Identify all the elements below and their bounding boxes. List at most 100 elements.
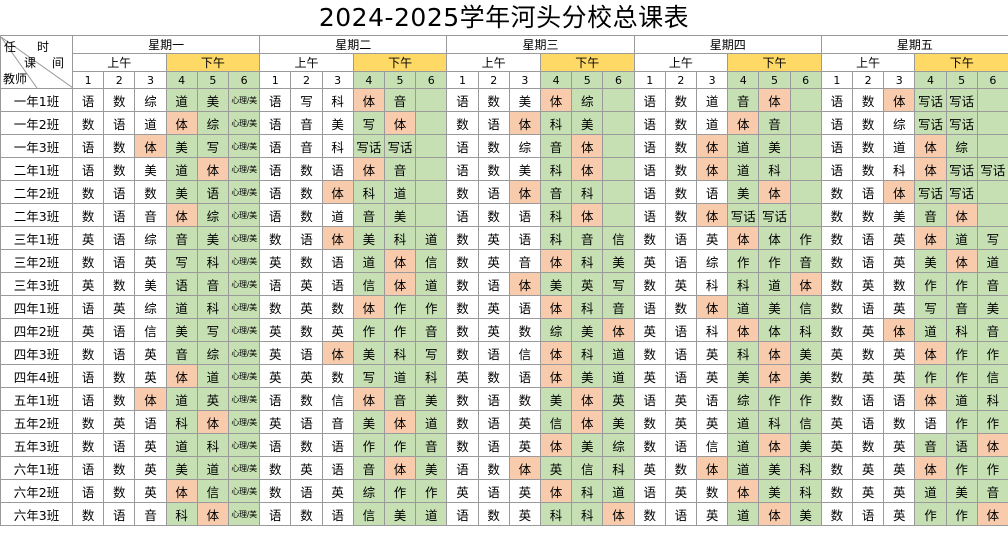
lesson-cell: 科 [695,272,729,296]
lesson-cell: 道 [134,111,167,135]
class-name: 六年2班 [0,479,73,503]
lesson-cell: 科 [945,318,978,342]
lesson-cell: 音 [758,111,791,135]
lesson-cell [602,134,635,158]
am-header: 上午 [633,53,729,72]
lesson-cell: 音 [383,387,417,411]
lesson-cell: 数 [259,226,292,250]
lesson-cell: 英 [633,249,666,273]
lesson-cell: 语 [477,410,510,434]
lesson-cell: 综 [134,226,167,250]
lesson-cell: 作 [415,295,448,319]
lesson-cell: 英 [851,272,885,296]
lesson-cell: 语 [851,502,885,526]
lesson-cell: 英 [508,502,541,526]
period-number: 3 [508,71,541,89]
class-name: 五年1班 [0,387,73,411]
class-name: 四年2班 [0,318,73,342]
lesson-cell: 道 [914,479,947,503]
lesson-cell: 数 [71,433,105,457]
lesson-cell: 数 [446,295,479,319]
lesson-cell: 语 [477,433,510,457]
lesson-cell: 道 [165,157,198,181]
table-row: 三年1班英语综音美心理/美数语体美科道数英语科音信数语英体体作数语英体道写 [0,226,1008,250]
lesson-cell: 体 [758,502,791,526]
lesson-cell: 美 [165,456,198,480]
lesson-cell: 作 [789,226,822,250]
lesson-cell: 语 [103,341,136,365]
lesson-cell: 英 [134,456,167,480]
lesson-cell: 音 [539,180,573,204]
lesson-cell: 语 [165,272,198,296]
lesson-cell: 体 [508,456,541,480]
lesson-cell: 科 [321,134,354,158]
lesson-cell: 体 [758,88,791,112]
period-number: 4 [539,71,573,89]
lesson-cell: 语 [851,295,885,319]
lesson-cell: 美 [571,111,604,135]
lesson-cell: 英 [321,479,354,503]
lesson-cell: 道 [602,364,635,388]
lesson-cell: 英 [633,456,666,480]
lesson-cell: 语 [664,226,697,250]
lesson-cell [415,88,448,112]
lesson-cell: 语 [259,88,292,112]
period-number: 5 [383,71,417,89]
lesson-cell: 语 [71,157,105,181]
lesson-cell: 音 [352,456,385,480]
lesson-cell: 英 [664,479,697,503]
lesson-cell: 语 [477,111,510,135]
lesson-cell: 语 [820,111,854,135]
lesson-cell: 科 [571,180,604,204]
lesson-cell: 语 [477,341,510,365]
am-header: 上午 [72,53,167,72]
lesson-cell: 英 [134,364,167,388]
lesson-cell: 体 [914,387,947,411]
lesson-cell: 作 [914,502,947,526]
lesson-cell: 音 [976,479,1008,503]
lesson-cell: 数 [883,272,916,296]
lesson-cell: 体 [539,364,573,388]
lesson-cell: 英 [134,479,167,503]
lesson-cell: 信 [695,433,729,457]
lesson-cell: 体 [165,364,198,388]
lesson-cell: 作 [914,364,947,388]
class-name: 二年1班 [0,157,73,181]
lesson-cell: 科 [539,502,573,526]
lesson-cell: 语 [71,387,105,411]
lesson-cell: 数 [664,203,697,227]
lesson-cell: 信 [539,410,573,434]
lesson-cell: 英 [664,272,697,296]
lesson-cell: 数 [446,272,479,296]
lesson-cell: 作 [352,318,385,342]
lesson-cell: 数 [259,295,292,319]
class-name: 六年1班 [0,456,73,480]
lesson-cell: 语 [134,410,167,434]
lesson-cell: 作 [758,249,791,273]
lesson-cell: 体 [727,479,760,503]
lesson-cell: 美 [196,226,229,250]
lesson-cell: 美 [914,249,947,273]
lesson-cell: 英 [446,479,479,503]
lesson-cell: 美 [789,341,822,365]
lesson-cell: 语 [664,318,697,342]
lesson-cell: 数 [290,318,323,342]
lesson-cell: 语 [633,295,666,319]
lesson-cell: 数 [71,203,105,227]
corner-header: 任 时课间教师 [0,35,73,89]
lesson-cell: 道 [727,134,760,158]
lesson-cell: 科 [571,295,604,319]
lesson-cell: 美 [602,249,635,273]
class-name: 四年3班 [0,341,73,365]
lesson-cell: 作 [976,410,1008,434]
lesson-cell: 音 [383,88,417,112]
lesson-cell: 数 [259,479,292,503]
lesson-cell [789,157,822,181]
lesson-cell: 语 [633,387,666,411]
lesson-cell: 道 [415,272,448,296]
lesson-cell: 体 [539,479,573,503]
lesson-cell: 科 [758,157,791,181]
lesson-cell: 美 [134,157,167,181]
lesson-cell: 语 [914,410,947,434]
lesson-cell: 信 [415,249,448,273]
